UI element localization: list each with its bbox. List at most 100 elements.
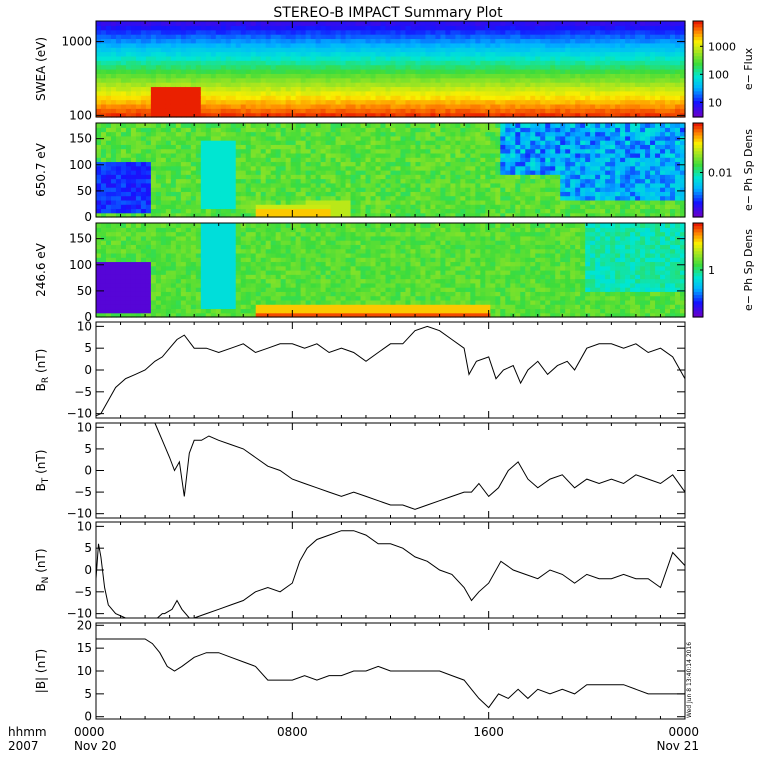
heatmap-cell bbox=[180, 108, 187, 114]
heatmap-cell bbox=[150, 42, 157, 48]
heatmap-cell bbox=[140, 140, 147, 145]
heatmap-cell bbox=[495, 42, 501, 48]
heatmap-cell bbox=[150, 103, 157, 109]
heatmap-cell bbox=[595, 144, 601, 150]
heatmap-cell bbox=[235, 60, 242, 66]
heatmap-cell bbox=[615, 178, 621, 184]
heatmap-cell bbox=[495, 140, 501, 145]
heatmap-cell bbox=[370, 178, 377, 184]
heatmap-cell bbox=[165, 204, 172, 210]
heatmap-cell bbox=[355, 51, 362, 57]
heatmap-cell bbox=[380, 90, 387, 96]
heatmap-cell bbox=[585, 112, 591, 118]
heatmap-cell bbox=[215, 157, 222, 163]
heatmap-cell bbox=[325, 165, 332, 171]
heatmap-cell bbox=[105, 212, 112, 218]
heatmap-cell bbox=[385, 73, 392, 79]
heatmap-cell bbox=[665, 34, 671, 40]
heatmap-cell bbox=[310, 152, 317, 158]
heatmap-cell bbox=[315, 38, 322, 44]
heatmap-cell bbox=[455, 21, 461, 26]
heatmap-cell bbox=[465, 152, 471, 158]
heatmap-cell bbox=[290, 90, 297, 96]
heatmap-cell bbox=[265, 131, 272, 137]
heatmap-cell bbox=[635, 38, 641, 44]
heatmap-cell bbox=[505, 112, 511, 118]
heatmap-cell bbox=[105, 191, 112, 197]
heatmap-cell bbox=[290, 199, 297, 205]
heatmap-cell bbox=[400, 157, 407, 163]
heatmap-cell bbox=[610, 55, 616, 61]
heatmap-cell bbox=[555, 29, 561, 35]
heatmap-cell bbox=[310, 204, 317, 210]
heatmap-cell bbox=[215, 77, 222, 83]
heatmap-cell bbox=[235, 204, 242, 210]
heatmap-cell bbox=[250, 182, 257, 188]
heatmap-cell bbox=[205, 108, 212, 114]
heatmap-cell bbox=[565, 187, 571, 192]
heatmap-cell bbox=[300, 152, 307, 158]
heatmap-cell bbox=[380, 77, 387, 83]
heatmap-cell bbox=[155, 29, 162, 35]
heatmap-cell bbox=[190, 165, 197, 171]
heatmap-cell bbox=[245, 108, 252, 114]
heatmap-cell bbox=[615, 55, 621, 61]
heatmap-cell bbox=[525, 123, 531, 128]
heatmap-cell bbox=[270, 29, 277, 35]
heatmap-cell bbox=[340, 77, 347, 83]
heatmap-cell bbox=[315, 99, 322, 105]
heatmap-cell bbox=[430, 170, 437, 175]
heatmap-cell bbox=[320, 112, 327, 118]
heatmap-cell bbox=[645, 112, 651, 118]
heatmap-cell bbox=[145, 69, 152, 74]
heatmap-cell bbox=[670, 34, 676, 40]
heatmap-cell bbox=[395, 212, 402, 218]
heatmap-cell bbox=[485, 127, 491, 133]
heatmap-cell bbox=[525, 212, 531, 218]
heatmap-cell bbox=[130, 21, 137, 26]
heatmap-cell bbox=[225, 182, 232, 188]
heatmap-cell bbox=[515, 195, 521, 201]
heatmap-cell bbox=[290, 108, 297, 114]
heatmap-cell bbox=[450, 51, 456, 57]
heatmap-cell bbox=[495, 51, 501, 57]
heatmap-cell bbox=[200, 21, 207, 26]
heatmap-cell bbox=[180, 103, 187, 109]
heatmap-cell bbox=[260, 47, 267, 53]
heatmap-cell bbox=[135, 51, 142, 57]
heatmap-cell bbox=[345, 69, 352, 74]
heatmap-cell bbox=[245, 55, 252, 61]
heatmap-cell bbox=[665, 77, 671, 83]
heatmap-cell bbox=[605, 187, 611, 192]
heatmap-cell bbox=[235, 95, 242, 101]
heatmap-cell bbox=[200, 108, 207, 114]
heatmap-cell bbox=[275, 38, 282, 44]
heatmap-cell bbox=[410, 60, 417, 66]
heatmap-cell bbox=[350, 77, 357, 83]
heatmap-cell bbox=[545, 191, 551, 197]
heatmap-cell bbox=[510, 69, 516, 74]
heatmap-cell bbox=[620, 103, 626, 109]
heatmap-cell bbox=[220, 157, 227, 163]
heatmap-cell bbox=[310, 170, 317, 175]
heatmap-cell bbox=[615, 161, 621, 167]
heatmap-cell bbox=[260, 51, 267, 57]
heatmap-cell bbox=[440, 73, 447, 79]
heatmap-cell bbox=[495, 187, 501, 192]
heatmap-cell bbox=[205, 199, 212, 205]
heatmap-cell bbox=[305, 191, 312, 197]
heatmap-cell bbox=[480, 148, 486, 154]
heatmap-cell bbox=[620, 55, 626, 61]
heatmap-cell bbox=[245, 51, 252, 57]
heatmap-cell bbox=[555, 82, 561, 88]
heatmap-cell bbox=[215, 86, 222, 92]
heatmap-cell bbox=[300, 135, 307, 141]
heatmap-cell bbox=[275, 182, 282, 188]
heatmap-cell bbox=[395, 95, 402, 101]
heatmap-cell bbox=[505, 161, 511, 167]
heatmap-cell bbox=[405, 86, 412, 92]
heatmap-cell bbox=[360, 42, 367, 48]
heatmap-cell bbox=[260, 187, 267, 192]
heatmap-cell bbox=[96, 108, 102, 114]
